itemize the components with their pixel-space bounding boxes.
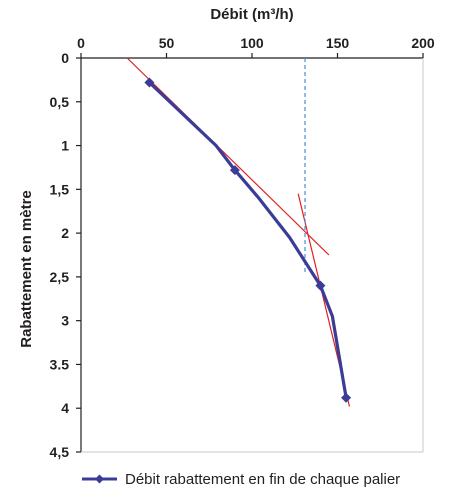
x-tick-label: 50 [159, 35, 175, 51]
y-tick-label: 3.5 [50, 356, 70, 372]
tangent-line [126, 57, 330, 256]
x-tick-label: 0 [77, 35, 85, 51]
data-point-marker [144, 77, 155, 88]
x-tick-label: 100 [240, 35, 264, 51]
y-tick-label: 4 [61, 400, 69, 416]
y-tick-label: 4,5 [50, 444, 70, 460]
y-tick-label: 0 [61, 50, 69, 66]
x-tick-label: 150 [326, 35, 350, 51]
y-tick-label: 2 [61, 225, 69, 241]
x-tick-label: 200 [411, 35, 435, 51]
y-tick-label: 1,5 [50, 181, 70, 197]
y-tick-label: 1 [61, 138, 69, 154]
x-axis-title: Débit (m³/h) [210, 6, 293, 23]
legend-label: Débit rabattement en fin de chaque palie… [125, 471, 400, 488]
series-line [147, 80, 348, 400]
legend-marker-swatch [95, 474, 104, 484]
data-point-marker [341, 392, 352, 403]
y-axis-title: Rabattement en mètre [18, 190, 35, 348]
y-tick-label: 3 [61, 313, 69, 329]
data-point-marker [229, 165, 240, 176]
y-tick-label: 2,5 [50, 269, 70, 285]
y-tick-label: 0,5 [50, 94, 70, 110]
data-point-marker [315, 280, 326, 291]
